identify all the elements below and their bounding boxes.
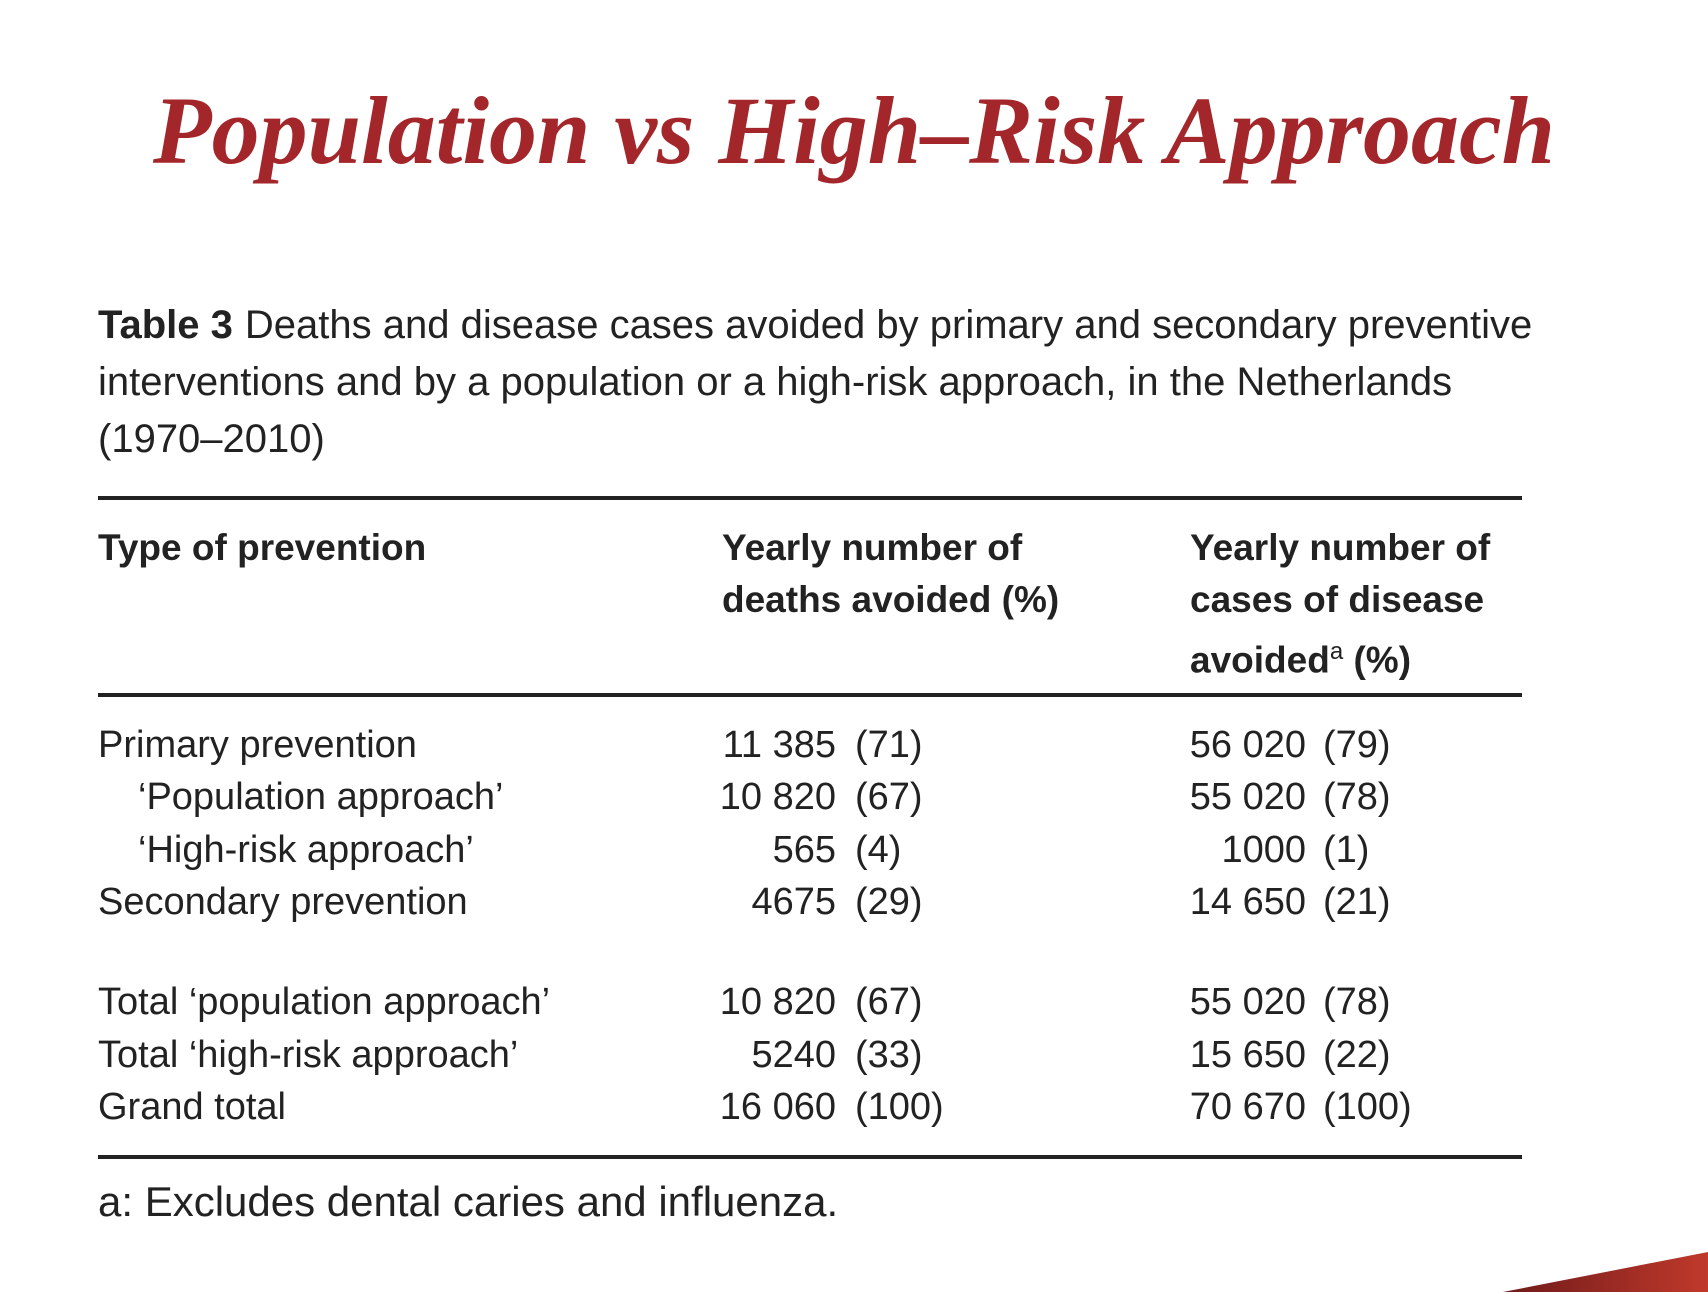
cell-percent: (29) (855, 880, 923, 923)
cell-percent: (4) (855, 828, 902, 871)
table-caption: Table 3 Deaths and disease cases avoided … (98, 297, 1538, 468)
cell-number: 1000 (1221, 828, 1306, 871)
cell-percent: (22) (1323, 1033, 1391, 1076)
rule (98, 693, 1522, 697)
cell-percent: (79) (1323, 724, 1391, 766)
rule (98, 1155, 1522, 1159)
cell-number: 10 820 (719, 776, 836, 819)
cell-percent: (33) (855, 1033, 923, 1076)
row-label: Primary prevention (98, 724, 417, 766)
row-label: Total ‘population approach’ (98, 981, 551, 1024)
cell-number: 5240 (751, 1033, 836, 1076)
row-label: ‘Population approach’ (138, 776, 504, 819)
cell-number: 14 650 (1189, 880, 1306, 923)
row-label: Total ‘high-risk approach’ (98, 1033, 519, 1076)
column-header: Type of prevention (98, 522, 658, 574)
cell-percent: (100) (1323, 1085, 1412, 1128)
caption-label: Table 3 (98, 303, 233, 347)
cell-number: 10 820 (719, 981, 836, 1024)
cell-percent: (78) (1323, 981, 1391, 1024)
cell-percent: (1) (1323, 828, 1370, 871)
cell-number: 15 650 (1189, 1033, 1306, 1076)
cell-number: 565 (772, 828, 836, 871)
cell-number: 16 060 (719, 1085, 836, 1128)
cell-number: 70 670 (1189, 1085, 1306, 1128)
slide-title: Population vs High–Risk Approach (152, 77, 1556, 184)
cell-number: 56 020 (1189, 724, 1306, 766)
column-header: Yearly number of cases of disease avoide… (1190, 522, 1530, 686)
row-label: ‘High-risk approach’ (138, 828, 474, 871)
footnote-mark: a (1329, 638, 1344, 665)
footnote: a: Excludes dental caries and influenza. (98, 1178, 839, 1225)
cell-number: 55 020 (1189, 776, 1306, 819)
cell-percent: (67) (855, 981, 923, 1024)
caption-text: Deaths and disease cases avoided by prim… (98, 303, 1533, 461)
row-label: Secondary prevention (98, 880, 468, 923)
column-header: Yearly number of deaths avoided (%) (722, 522, 1062, 626)
cell-percent: (21) (1323, 880, 1391, 923)
cell-number: 11 385 (722, 724, 836, 766)
corner-wedge (1503, 1252, 1708, 1292)
header-text: Yearly number of deaths avoided (%) (722, 527, 1060, 620)
cell-number: 55 020 (1189, 981, 1306, 1024)
cell-percent: (78) (1323, 776, 1391, 819)
row-label: Grand total (98, 1085, 286, 1128)
header-text: Type of prevention (98, 527, 427, 568)
cell-number: 4675 (751, 880, 836, 923)
header-text: Yearly number of cases of disease avoide… (1190, 527, 1491, 681)
cell-percent: (100) (855, 1085, 944, 1128)
cell-percent: (67) (855, 776, 923, 819)
header-unit: (%) (1353, 639, 1412, 681)
cell-percent: (71) (855, 724, 923, 766)
rule (98, 496, 1522, 500)
